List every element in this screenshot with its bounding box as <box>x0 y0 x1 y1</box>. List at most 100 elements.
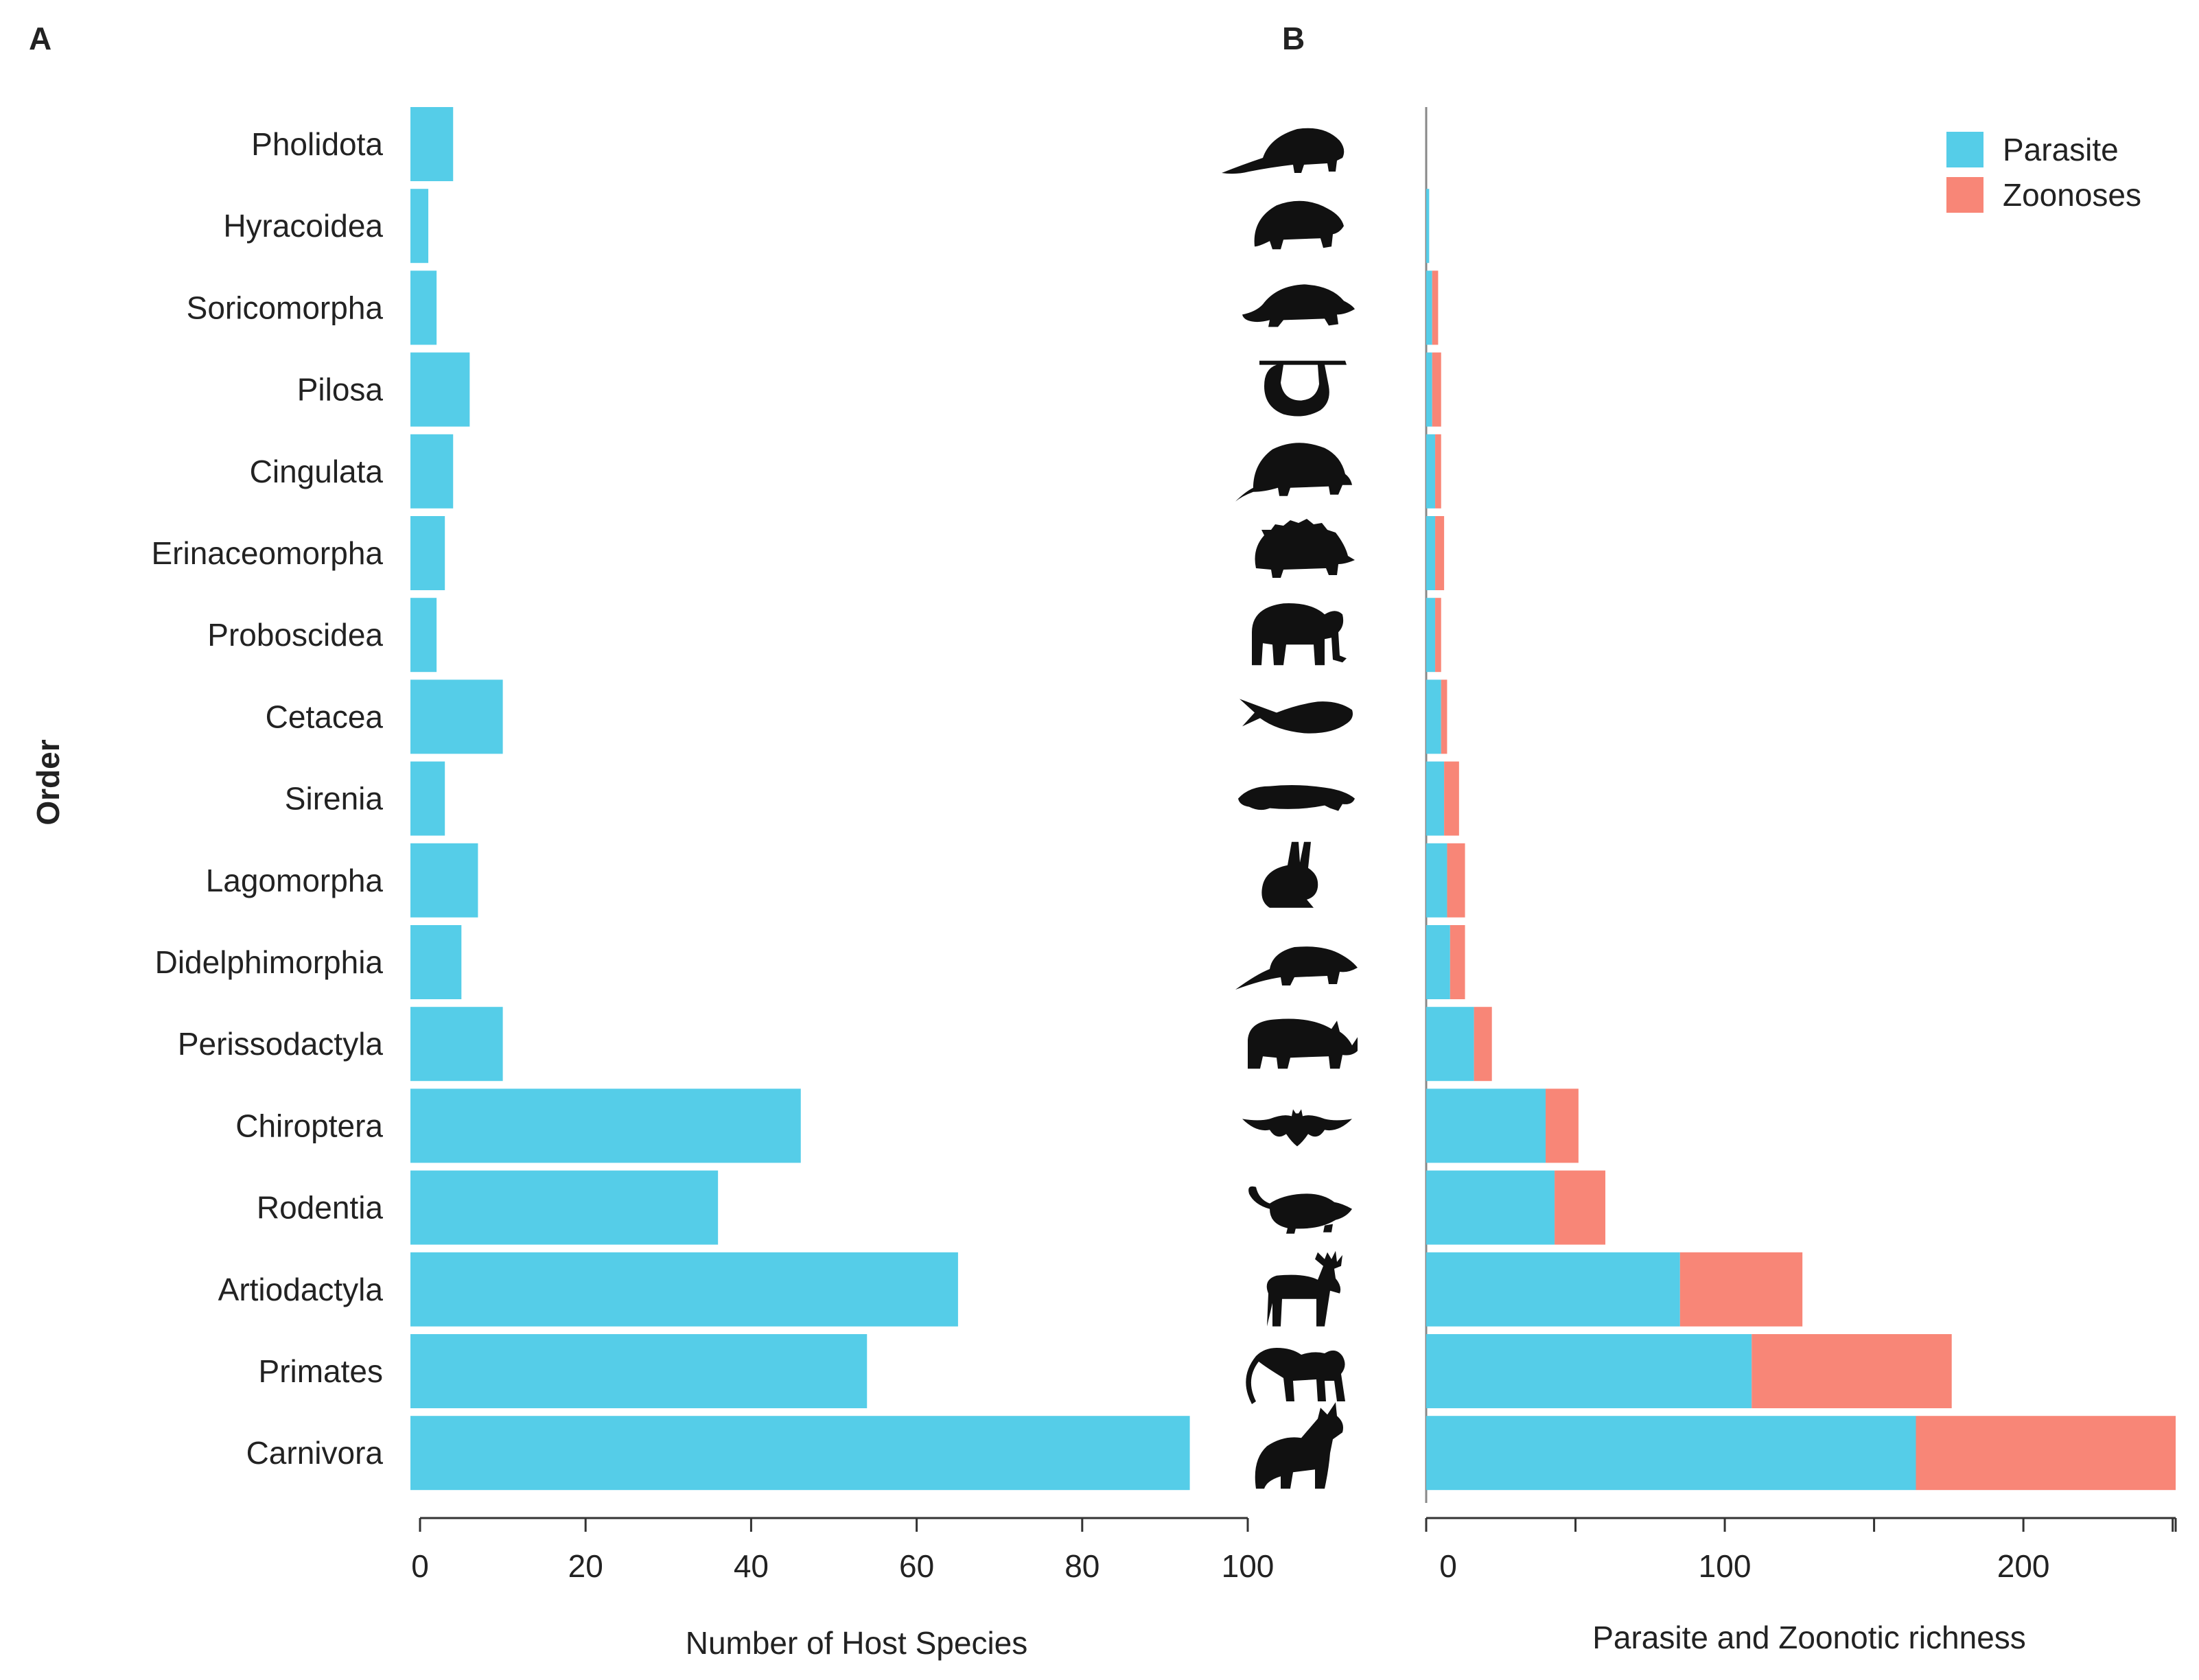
animal-silhouettes <box>1222 128 1358 1489</box>
wolf-icon <box>1255 1402 1343 1489</box>
x-tick-label-a: 60 <box>899 1548 934 1584</box>
wolf-icon-shape <box>1255 1402 1343 1489</box>
bar-zoonoses-primates <box>1752 1334 1952 1408</box>
category-label: Pholidota <box>251 126 383 162</box>
category-label: Primates <box>259 1353 383 1389</box>
x-tick-label-a: 0 <box>411 1548 429 1584</box>
sloth-icon-shape <box>1259 360 1347 417</box>
bar-zoonoses-artiodactyla <box>1679 1252 1803 1327</box>
x-tick-label-b: 100 <box>1699 1548 1752 1584</box>
bar-parasite-artiodactyla <box>1426 1252 1680 1327</box>
rabbit-icon-shape <box>1261 841 1318 908</box>
panel-a: Pholidota Hyracoidea Soricomorpha Pilosa Cin… <box>151 107 1274 1661</box>
bar-host-pilosa <box>410 352 470 427</box>
bar-parasite-proboscidea <box>1426 598 1436 673</box>
bar-parasite-hyracoidea <box>1426 189 1430 264</box>
elephant-icon <box>1252 603 1347 666</box>
bar-host-cetacea <box>410 679 503 754</box>
bar-parasite-primates <box>1426 1334 1752 1408</box>
bar-zoonoses-perissodactyla <box>1474 1007 1492 1082</box>
bar-host-pholidota <box>410 107 454 181</box>
moose-icon-shape <box>1266 1250 1342 1327</box>
bar-zoonoses-cetacea <box>1441 679 1447 754</box>
sloth-icon <box>1259 360 1347 417</box>
bar-parasite-didelphimorphia <box>1426 925 1450 999</box>
opossum-icon-shape <box>1235 946 1358 990</box>
legend: Parasite Zoonoses <box>1946 132 2141 213</box>
elephant-icon-shape <box>1252 603 1347 666</box>
bar-host-artiodactyla <box>410 1252 958 1327</box>
opossum-icon <box>1235 946 1358 990</box>
manatee-icon <box>1238 785 1355 811</box>
category-label: Hyracoidea <box>223 208 383 244</box>
bar-parasite-soricomorpha <box>1426 270 1432 345</box>
category-label: Erinaceomorpha <box>151 535 383 571</box>
bar-zoonoses-soricomorpha <box>1432 270 1439 345</box>
bar-host-primates <box>410 1334 868 1408</box>
bar-host-soricomorpha <box>410 270 437 345</box>
bar-zoonoses-pilosa <box>1432 352 1441 427</box>
hedgehog-icon <box>1255 519 1355 578</box>
bar-parasite-carnivora <box>1426 1416 1916 1491</box>
bar-zoonoses-lagomorpha <box>1447 843 1465 918</box>
x-axis-title-a: Number of Host Species <box>686 1625 1028 1661</box>
rodent-icon-shape <box>1248 1186 1352 1234</box>
hedgehog-icon-shape <box>1255 519 1355 578</box>
category-label: Pilosa <box>297 372 384 408</box>
bar-host-perissodactyla <box>410 1007 503 1082</box>
rodent-icon <box>1248 1186 1352 1234</box>
panel-a-letter: A <box>29 21 51 56</box>
whale-icon <box>1240 699 1353 734</box>
bar-parasite-chiroptera <box>1426 1088 1546 1163</box>
bar-parasite-cingulata <box>1426 434 1436 509</box>
category-label: Lagomorpha <box>206 863 384 898</box>
hyrax-icon-shape <box>1254 200 1344 250</box>
category-label: Artiodactyla <box>218 1272 384 1307</box>
rhinoceros-icon-shape <box>1248 1018 1358 1069</box>
armadillo-icon-shape <box>1235 443 1352 502</box>
bar-parasite-rodentia <box>1426 1170 1555 1245</box>
bar-parasite-cetacea <box>1426 679 1441 754</box>
legend-swatch-zoonoses <box>1946 177 1983 213</box>
bar-zoonoses-chiroptera <box>1546 1088 1579 1163</box>
bar-zoonoses-sirenia <box>1444 761 1459 836</box>
bar-host-carnivora <box>410 1416 1190 1491</box>
legend-label-parasite: Parasite <box>2003 132 2119 167</box>
mole-icon-shape <box>1242 284 1355 327</box>
bar-zoonoses-carnivora <box>1916 1416 2176 1491</box>
legend-swatch-parasite <box>1946 132 1983 167</box>
category-label: Cetacea <box>266 699 384 734</box>
category-label: Perissodactyla <box>178 1026 384 1062</box>
bar-parasite-perissodactyla <box>1426 1007 1474 1082</box>
bar-host-didelphimorphia <box>410 925 462 999</box>
x-tick-label-a: 100 <box>1222 1548 1275 1584</box>
panel-b-letter: B <box>1282 21 1305 56</box>
bar-parasite-pilosa <box>1426 352 1432 427</box>
category-label: Chiroptera <box>235 1108 383 1143</box>
bar-zoonoses-rodentia <box>1555 1170 1606 1245</box>
mole-icon <box>1242 284 1355 327</box>
category-label: Carnivora <box>246 1435 384 1471</box>
bar-host-lagomorpha <box>410 843 478 918</box>
bar-parasite-lagomorpha <box>1426 843 1447 918</box>
bar-host-erinaceomorpha <box>410 516 445 590</box>
x-tick-label-a: 20 <box>568 1548 603 1584</box>
y-axis-title: Order <box>30 739 66 825</box>
manatee-icon-shape <box>1238 785 1355 811</box>
bar-host-chiroptera <box>410 1088 801 1163</box>
bar-host-rodentia <box>410 1170 719 1245</box>
monkey-icon <box>1246 1348 1345 1404</box>
legend-label-zoonoses: Zoonoses <box>2003 177 2141 213</box>
x-tick-label-a: 80 <box>1064 1548 1100 1584</box>
x-tick-label-b: 200 <box>1997 1548 2050 1584</box>
category-label: Proboscidea <box>207 617 383 653</box>
category-label: Didelphimorphia <box>155 944 384 980</box>
x-tick-label-a: 40 <box>734 1548 769 1584</box>
bar-zoonoses-cingulata <box>1435 434 1441 509</box>
category-label: Soricomorpha <box>187 290 384 325</box>
monkey-icon-shape <box>1246 1348 1345 1404</box>
whale-icon-shape <box>1240 699 1353 734</box>
bat-icon-shape <box>1242 1109 1352 1147</box>
hyrax-icon <box>1254 200 1344 250</box>
